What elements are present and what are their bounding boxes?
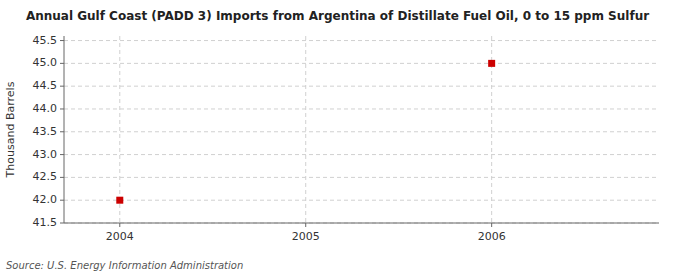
grid-line <box>64 40 659 41</box>
tick-label: 43.5 <box>33 125 58 138</box>
tick-label: 2004 <box>106 230 134 243</box>
tick-mark <box>491 223 492 227</box>
tick-mark <box>60 223 64 224</box>
chart: 41.5 42.0 42.5 43.0 43.5 44.0 44.5 45.0 45.5 2004… <box>0 0 675 275</box>
point <box>488 60 495 67</box>
tick-label: 43.0 <box>33 148 58 161</box>
tick-mark <box>60 63 64 64</box>
tick-label: 2005 <box>292 230 320 243</box>
tick-label: 42.0 <box>33 193 58 206</box>
tick-mark <box>60 154 64 155</box>
grid-line <box>64 86 659 87</box>
tick-label: 44.0 <box>33 102 58 115</box>
tick-label: 2006 <box>478 230 506 243</box>
points <box>116 60 495 204</box>
point <box>116 197 123 204</box>
title: Annual Gulf Coast (PADD 3) Imports from … <box>26 9 649 23</box>
background <box>0 0 675 275</box>
tick-mark <box>60 200 64 201</box>
tick-mark <box>305 223 306 227</box>
y-axis-line <box>64 36 65 223</box>
grid-line <box>64 154 659 155</box>
tick-label: 45.5 <box>33 34 58 47</box>
tick-mark <box>60 131 64 132</box>
tick-mark <box>119 223 120 227</box>
tick-mark <box>60 108 64 109</box>
grid-line <box>305 36 306 223</box>
tick-label: 41.5 <box>33 216 58 229</box>
tick-label: 45.0 <box>33 56 58 69</box>
tick-mark <box>60 86 64 87</box>
grid-line <box>64 63 659 64</box>
y-axis-label: Thousand Barrels <box>4 81 17 178</box>
grid-line <box>64 177 659 178</box>
grid-line <box>64 223 659 224</box>
grid-line <box>64 131 659 132</box>
tick-label: 44.5 <box>33 79 58 92</box>
tick-mark <box>60 40 64 41</box>
tick-label: 42.5 <box>33 170 58 183</box>
tick-mark <box>60 177 64 178</box>
annotation: Source: U.S. Energy Information Administ… <box>6 260 243 271</box>
grid-line <box>64 200 659 201</box>
grid-line <box>119 36 120 223</box>
x-axis-line <box>64 223 659 224</box>
grid-line <box>64 108 659 109</box>
grid <box>64 36 659 223</box>
